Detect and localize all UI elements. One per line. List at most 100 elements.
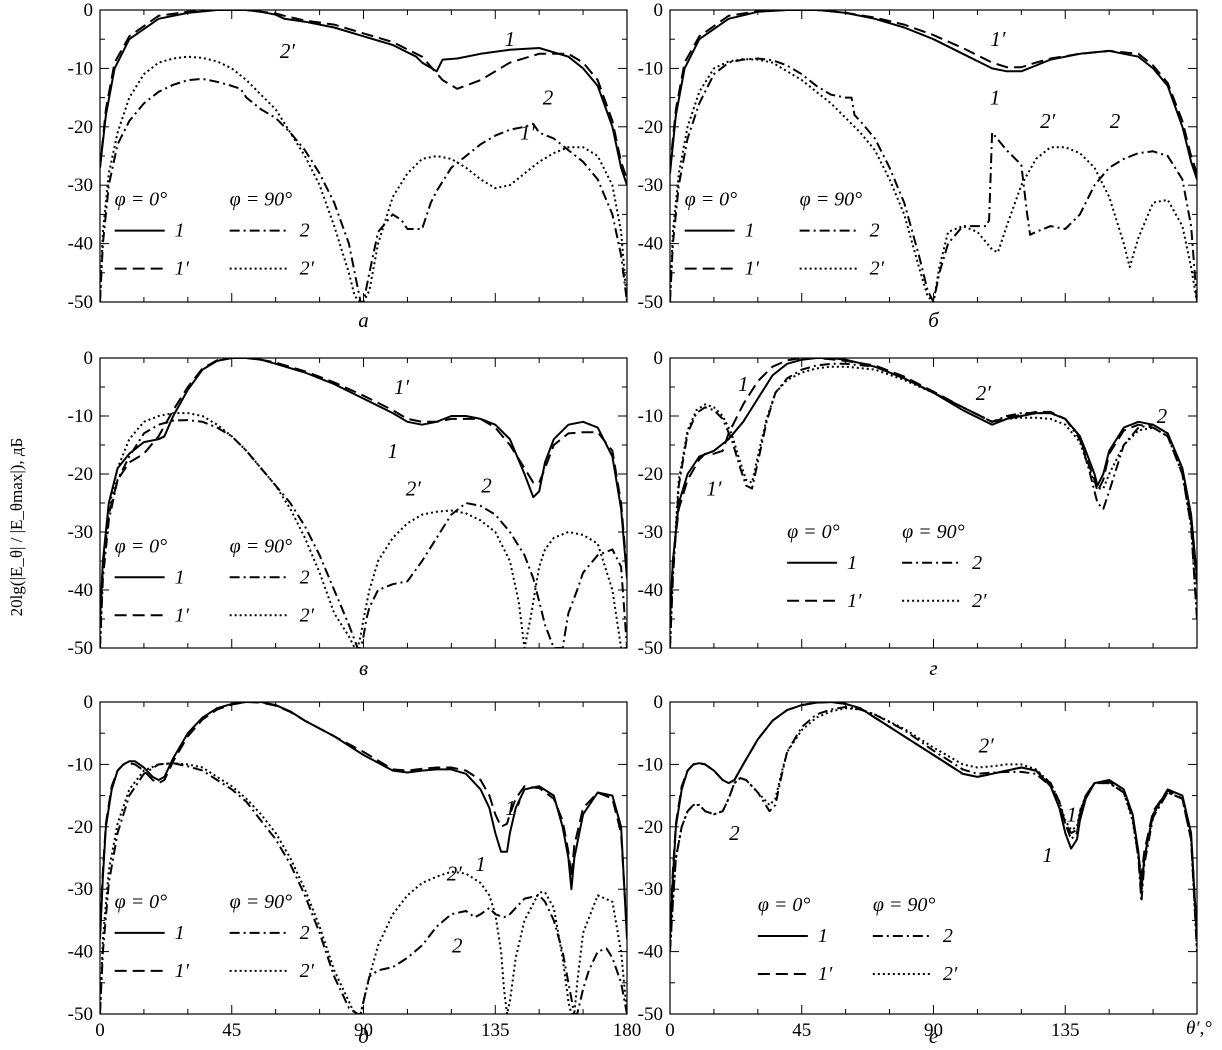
y-tick-label: -20 — [638, 117, 663, 138]
y-tick-label: -20 — [638, 464, 663, 485]
x-tick-label: 180 — [613, 1020, 642, 1041]
y-tick-label: -40 — [638, 580, 663, 601]
series-line-2 — [670, 706, 1197, 952]
y-tick-label: -10 — [638, 406, 663, 427]
legend-phi90-header: φ = 90° — [230, 535, 293, 557]
curve-annotation: 1 — [1042, 843, 1053, 867]
curve-annotation: 2′ — [976, 381, 992, 405]
legend-phi0-header: φ = 0° — [685, 189, 738, 211]
plot-frame — [669, 357, 1198, 649]
legend-phi90-header: φ = 90° — [230, 189, 293, 211]
legend-phi0-header: φ = 0° — [115, 891, 168, 913]
series-line-1prime — [100, 358, 627, 620]
series-line-2prime — [670, 707, 1197, 952]
series-line-2 — [100, 77, 627, 302]
y-tick-label: 0 — [84, 0, 94, 21]
legend: φ = 0° φ = 90° 1 2 1′ 2′ — [787, 521, 987, 612]
y-tick-label: -30 — [638, 522, 663, 543]
x-tick-label: 135 — [481, 1020, 510, 1041]
series-line-1 — [100, 10, 627, 186]
y-tick-label: 0 — [84, 692, 94, 713]
legend: φ = 0° φ = 90° 1 2 1′ 2′ — [114, 189, 315, 280]
curve-annotation: 1′ — [990, 27, 1006, 51]
panel-1: 0 -10 -20 -30 -40 -50 1′ 1 2′ 2 φ = 0° φ = 90° 1 2 1′ 2… — [638, 0, 1198, 332]
y-tick-label: -20 — [68, 117, 93, 138]
y-tick-label: 0 — [654, 692, 664, 713]
panel-label: в — [359, 656, 368, 680]
legend: φ = 0° φ = 90° 1 2 1′ 2′ — [114, 535, 315, 626]
panel-label: б — [928, 308, 940, 332]
legend: φ = 0° φ = 90° 1 2 1′ 2′ — [684, 189, 885, 280]
curve-annotation: 1 — [990, 86, 1001, 110]
panel-2: 0 -10 -20 -30 -40 -50 1′ 1 2′ 2 φ = 0° φ = 90° 1 2 1′ 2… — [68, 348, 628, 680]
series-line-2 — [100, 762, 627, 1014]
series-line-1prime — [670, 702, 1197, 933]
curve-annotation: 1 — [505, 27, 516, 51]
series-line-1prime — [100, 10, 627, 180]
legend-label-l2: 2 — [972, 552, 982, 574]
y-tick-label: -50 — [68, 292, 93, 313]
legend: φ = 0° φ = 90° 1 2 1′ 2′ — [757, 894, 958, 985]
y-tick-label: -50 — [638, 292, 663, 313]
y-tick-label: -40 — [68, 580, 93, 601]
legend-label-l2: 2 — [300, 566, 310, 588]
curve-annotation: 2′ — [406, 477, 422, 501]
y-tick-label: -20 — [68, 464, 93, 485]
legend-phi0-header: φ = 0° — [115, 189, 168, 211]
legend-label-l2p: 2′ — [870, 258, 885, 280]
y-tick-label: -50 — [638, 638, 663, 659]
legend-phi90-header: φ = 90° — [902, 521, 965, 543]
legend-label-l1: 1 — [175, 566, 185, 588]
curve-annotation: 1′ — [706, 477, 722, 501]
curve-annotation: 1′ — [1066, 802, 1082, 826]
curve-annotation: 2 — [543, 86, 554, 110]
panel-label: г — [929, 656, 937, 680]
legend-label-l1: 1 — [175, 220, 185, 242]
curve-annotation: 2 — [1110, 109, 1121, 133]
series-line-1 — [670, 358, 1197, 620]
y-tick-label: -40 — [68, 234, 93, 255]
curve-annotation: 2 — [481, 474, 492, 498]
panels-group: 0 -10 -20 -30 -40 -50 1 1′ 2′ 2 φ = 0° φ = 90° 1 2 1′ 2… — [68, 0, 1198, 1048]
panel-label: д — [358, 1024, 369, 1048]
legend-label-l2p: 2′ — [300, 960, 315, 982]
legend: φ = 0° φ = 90° 1 2 1′ 2′ — [114, 891, 315, 982]
curve-annotation: 2′ — [447, 862, 463, 886]
y-tick-label: -20 — [638, 817, 663, 838]
curve-annotation: 1′ — [394, 375, 410, 399]
y-tick-label: -30 — [638, 879, 663, 900]
y-tick-label: -30 — [638, 175, 663, 196]
y-tick-label: -50 — [68, 1004, 93, 1025]
legend-label-l1p: 1′ — [818, 963, 833, 985]
legend-label-l2: 2 — [943, 925, 953, 947]
legend-label-l2: 2 — [300, 922, 310, 944]
x-tick-label: 0 — [95, 1020, 105, 1041]
curve-annotation: 1′ — [505, 796, 521, 820]
y-tick-label: -40 — [638, 942, 663, 963]
curve-annotation: 2′ — [1040, 109, 1056, 133]
y-tick-label: -10 — [68, 406, 93, 427]
y-tick-label: -40 — [68, 942, 93, 963]
curve-annotation: 2′ — [979, 734, 995, 758]
legend-label-l2: 2 — [870, 220, 880, 242]
curve-annotation: 2 — [1157, 404, 1168, 428]
series-line-1prime — [100, 702, 627, 933]
curve-annotation: 1′ — [520, 121, 536, 145]
y-tick-label: -10 — [638, 754, 663, 775]
legend-label-l1p: 1′ — [847, 590, 862, 612]
x-tick-label: 0 — [665, 1020, 675, 1041]
series-line-1prime — [670, 10, 1197, 174]
legend-label-l1p: 1′ — [175, 604, 190, 626]
legend-phi90-header: φ = 90° — [800, 189, 863, 211]
series-line-1 — [670, 10, 1197, 180]
legend-phi0-header: φ = 0° — [787, 521, 840, 543]
plot-frame — [669, 701, 1198, 1015]
curve-annotation: 1 — [388, 439, 399, 463]
y-tick-label: -20 — [68, 817, 93, 838]
curve-annotation: 1 — [738, 372, 749, 396]
series-line-2prime — [100, 762, 627, 1014]
legend-phi90-header: φ = 90° — [873, 894, 936, 916]
series-line-1 — [100, 358, 627, 620]
